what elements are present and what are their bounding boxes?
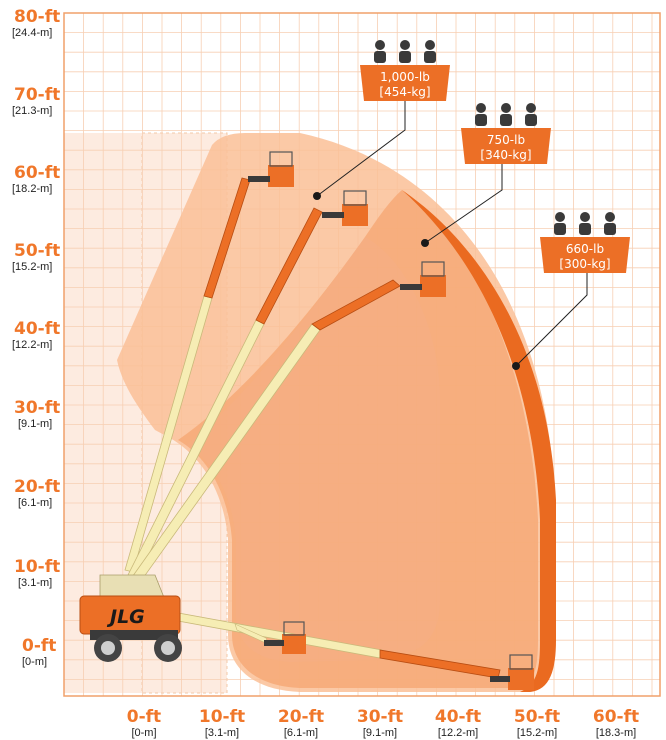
y-tick-ft: 60-ft [14, 163, 60, 183]
y-tick-ft: 10-ft [14, 557, 60, 577]
y-tick-ft: 40-ft [14, 319, 60, 339]
x-tick-ft: 0-ft [127, 707, 161, 727]
y-tick-m: [18.2-m] [12, 183, 52, 195]
x-axis: 0-ft [0-m] 10-ft [3.1-m] 20-ft [6.1-m] 3… [127, 707, 639, 739]
y-axis: 80-ft [24.4-m] 70-ft [21.3-m] 60-ft [18.… [12, 7, 60, 668]
x-tick-ft: 10-ft [199, 707, 245, 727]
y-tick-ft: 50-ft [14, 241, 60, 261]
x-tick-ft: 60-ft [593, 707, 639, 727]
y-tick-m: [21.3-m] [12, 105, 52, 117]
capacity-lb: 1,000-lb [380, 70, 430, 84]
y-tick-m: [3.1-m] [18, 577, 52, 589]
zone-marker-1000lb [313, 192, 321, 200]
y-tick-m: [6.1-m] [18, 497, 52, 509]
y-tick-m: [12.2-m] [12, 339, 52, 351]
wheel-right-hub [161, 641, 175, 655]
boom-positions [124, 177, 501, 679]
y-tick-m: [0-m] [22, 656, 47, 668]
y-tick-ft: 20-ft [14, 477, 60, 497]
platform-5 [264, 621, 306, 654]
leader-1000lb [316, 100, 406, 197]
platform-3 [400, 261, 446, 297]
envelope-750lb-zone [178, 190, 538, 688]
platform-1 [248, 151, 294, 187]
jlg-logo: JLG [106, 606, 145, 628]
x-tick-m: [3.1-m] [205, 727, 239, 739]
platforms [248, 151, 534, 690]
zone-marker-750lb [421, 239, 429, 247]
workers-icon [475, 103, 537, 126]
workers-icon [554, 212, 616, 235]
x-tick-m: [6.1-m] [284, 727, 318, 739]
y-tick-m: [9.1-m] [18, 418, 52, 430]
x-tick-ft: 50-ft [514, 707, 560, 727]
x-tick-m: [9.1-m] [363, 727, 397, 739]
capacity-kg: [454-kg] [379, 85, 430, 99]
wheel-left-hub [101, 641, 115, 655]
capacity-badge-1000lb: 1,000-lb [454-kg] [360, 40, 450, 101]
capacity-kg: [340-kg] [480, 148, 531, 162]
zone-marker-660lb [512, 362, 520, 370]
y-tick-ft: 80-ft [14, 7, 60, 27]
y-tick-ft: 0-ft [22, 636, 56, 656]
chart-frame [63, 12, 661, 697]
x-tick-m: [18.3-m] [596, 727, 636, 739]
y-tick-ft: 70-ft [14, 85, 60, 105]
x-tick-ft: 20-ft [278, 707, 324, 727]
leader-660lb [515, 272, 588, 367]
lift-machine: JLG [79, 574, 182, 662]
x-tick-m: [15.2-m] [517, 727, 557, 739]
capacity-kg: [300-kg] [559, 257, 610, 271]
capacity-lb: 660-lb [566, 242, 604, 256]
x-tick-ft: 30-ft [357, 707, 403, 727]
y-tick-m: [15.2-m] [12, 261, 52, 273]
capacity-lb: 750-lb [487, 133, 525, 147]
capacity-leaders [316, 100, 588, 367]
capacity-badge-750lb: 750-lb [340-kg] [461, 103, 551, 164]
y-tick-ft: 30-ft [14, 398, 60, 418]
x-tick-m: [0-m] [131, 727, 156, 739]
envelope-1000lb-zone [186, 237, 440, 662]
workers-icon [374, 40, 436, 63]
x-tick-m: [12.2-m] [438, 727, 478, 739]
capacity-badge-660lb: 660-lb [300-kg] [540, 212, 630, 273]
envelope-outer-band [402, 190, 556, 692]
y-tick-m: [24.4-m] [12, 27, 52, 39]
x-tick-ft: 40-ft [435, 707, 481, 727]
leader-750lb [424, 163, 503, 244]
platform-4 [490, 654, 534, 690]
chassis-base [90, 630, 178, 640]
platform-2 [322, 190, 368, 226]
